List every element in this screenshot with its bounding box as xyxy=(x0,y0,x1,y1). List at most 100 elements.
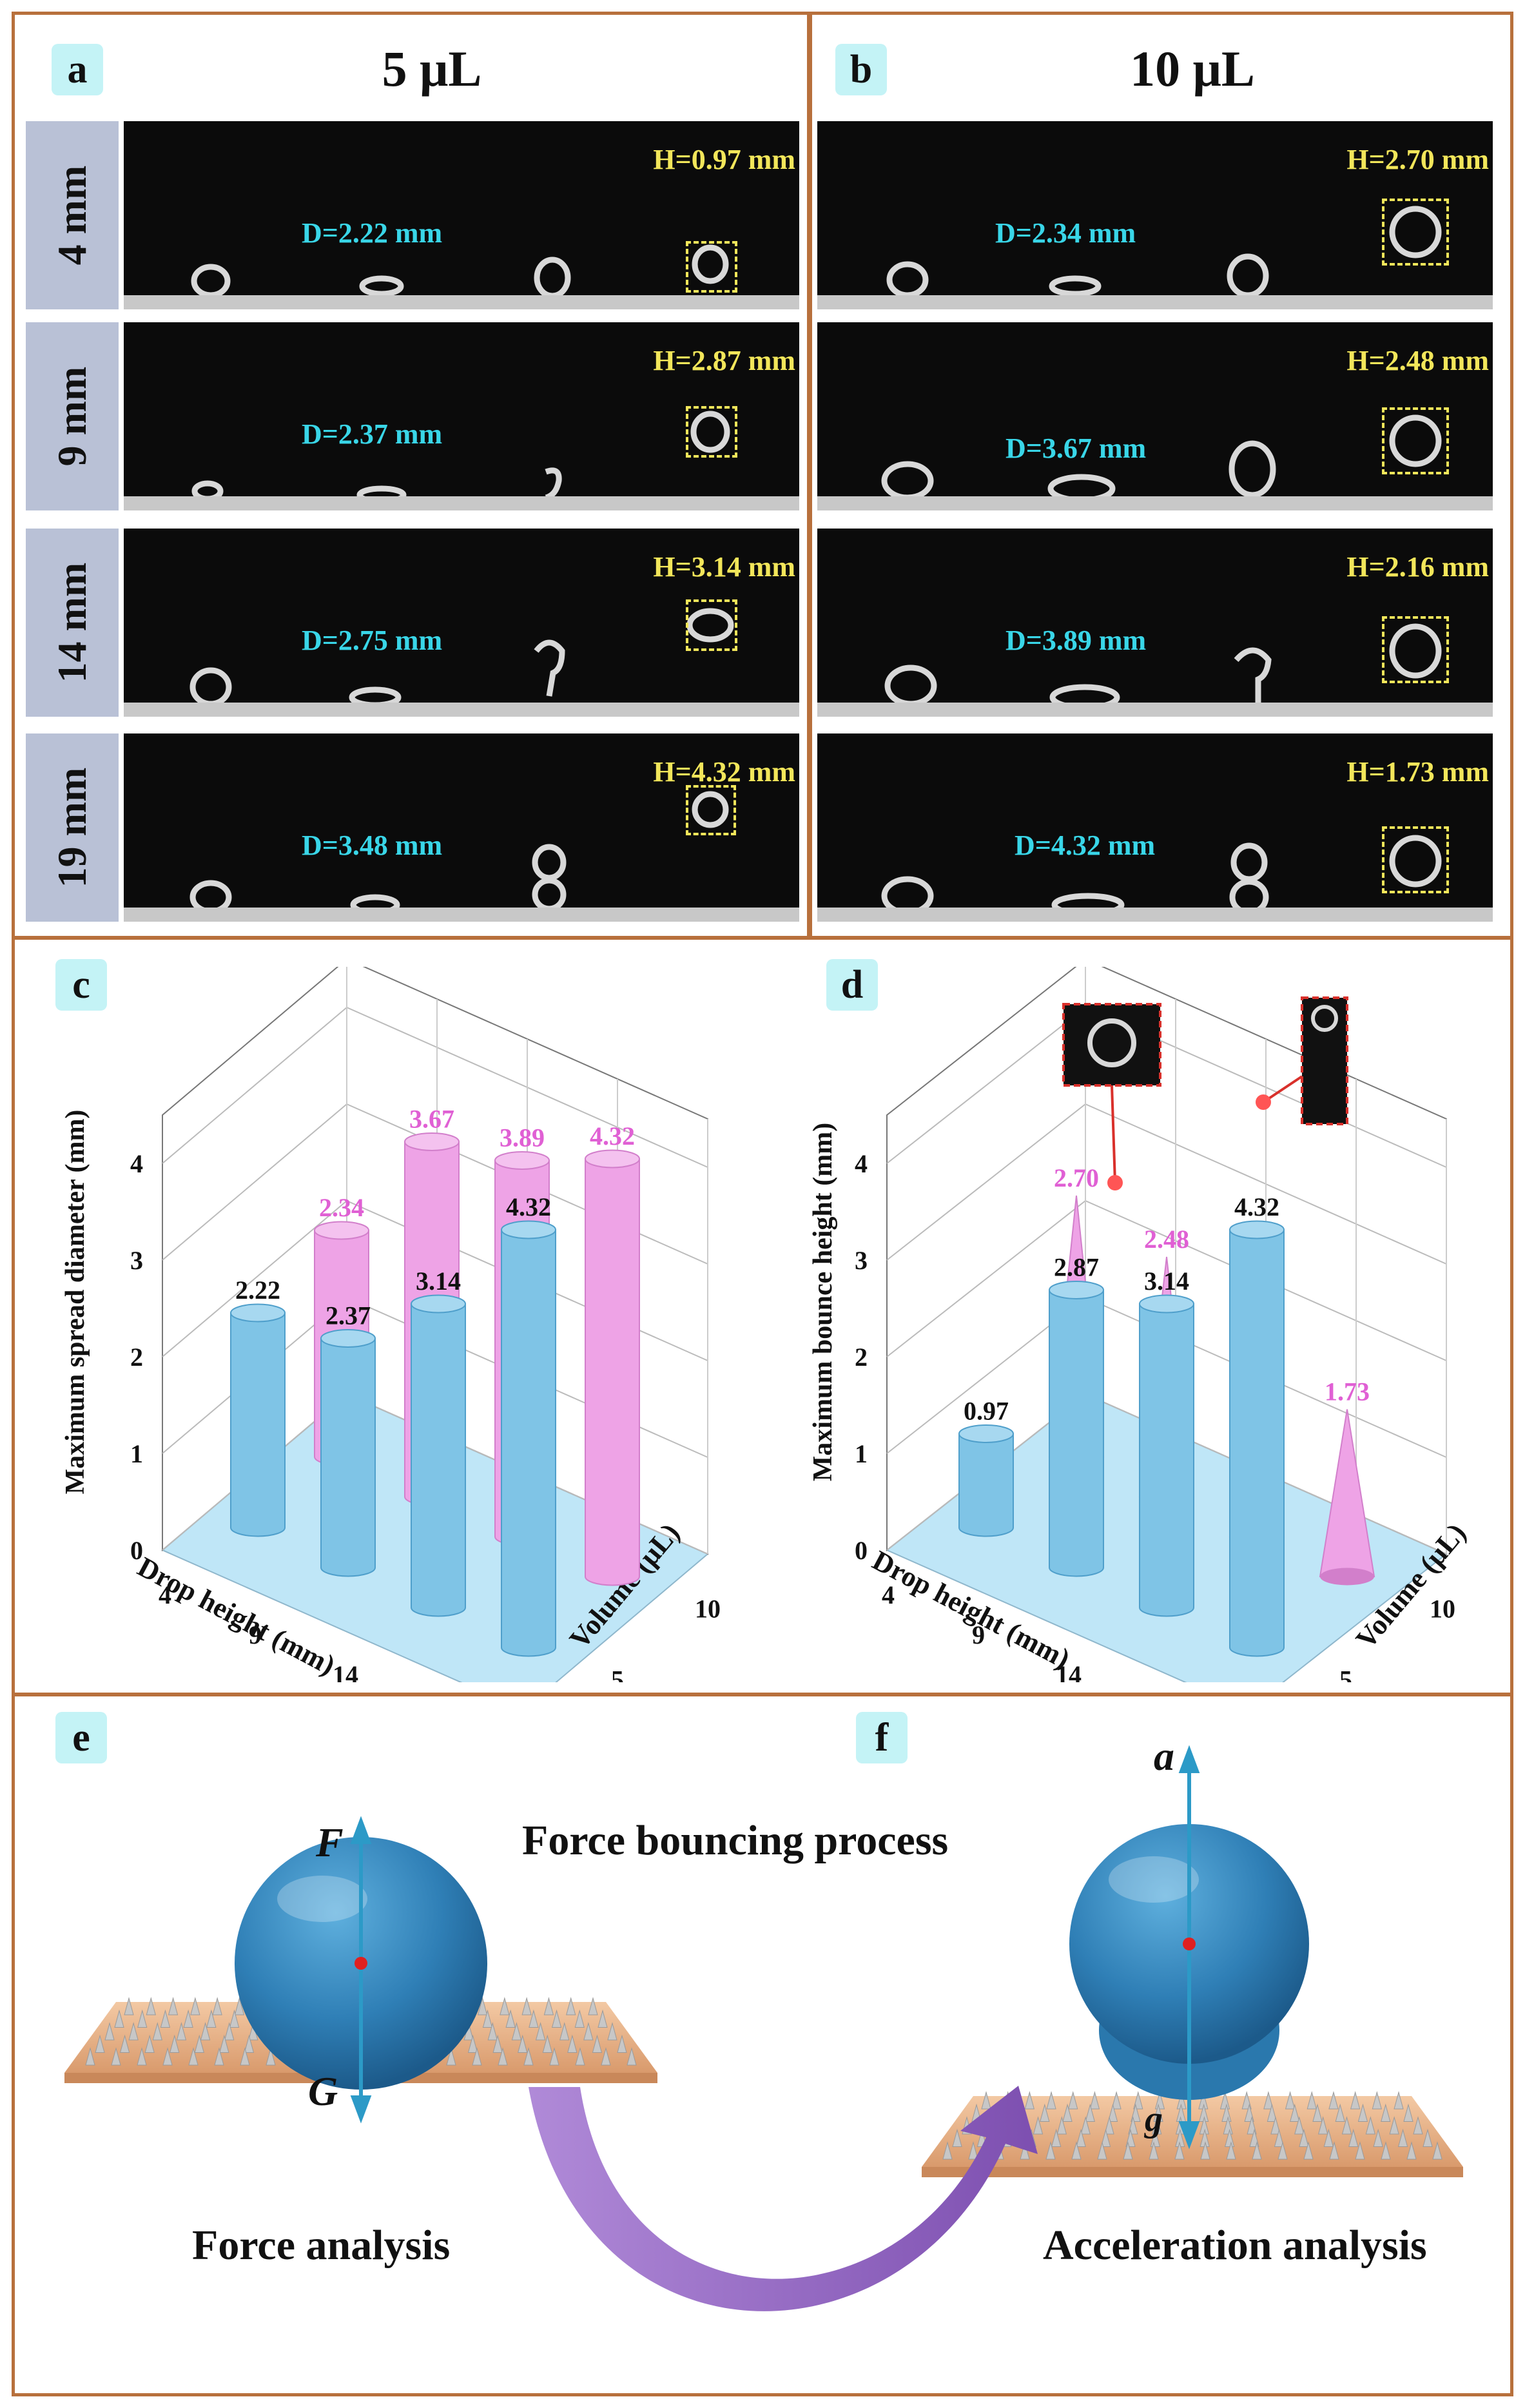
image-strip-b-14mm: D=3.89 mm H=2.16 mm xyxy=(817,529,1493,717)
surface xyxy=(817,703,1493,717)
spike xyxy=(1221,2103,1232,2122)
x-tick-label: 9 xyxy=(249,1620,262,1649)
spike xyxy=(234,1997,245,2015)
spike xyxy=(1306,2091,1317,2110)
height-label: H=2.87 mm xyxy=(653,345,795,376)
panel-label-b: b xyxy=(835,44,887,95)
diameter-label: D=2.34 mm xyxy=(995,217,1136,249)
z-tick-label: 5 xyxy=(611,1665,624,1682)
spike xyxy=(183,2009,193,2028)
height-label: H=4.32 mm xyxy=(653,756,795,788)
panel-label-e: e xyxy=(55,1712,107,1763)
x-tick-label: 4 xyxy=(159,1580,171,1609)
y-axis-title: Maximum bounce height (mm) xyxy=(808,1123,838,1481)
spike xyxy=(549,2047,559,2066)
cylinder-top xyxy=(1139,1294,1194,1314)
diameter-label: D=3.67 mm xyxy=(1005,432,1147,464)
spike xyxy=(1274,2128,1285,2147)
chart-bounce-height: 01234491419510Maximum bounce height (mm)… xyxy=(808,967,1472,1682)
spike xyxy=(1045,2141,1056,2160)
z-tick-label: 10 xyxy=(695,1594,721,1623)
spike xyxy=(559,2022,570,2041)
x-tick-label: 4 xyxy=(882,1580,895,1609)
spike xyxy=(1329,2141,1339,2160)
cylinder-top xyxy=(1229,1220,1285,1239)
y-tick-label: 3 xyxy=(855,1246,868,1275)
process-arrow xyxy=(529,2086,1038,2311)
data-label: 0.97 xyxy=(964,1397,1009,1426)
spike xyxy=(1355,2141,1365,2160)
spike xyxy=(1252,2141,1262,2160)
spike xyxy=(942,2141,953,2160)
spike xyxy=(500,1997,510,2015)
cylinder-bar xyxy=(958,1433,1014,1537)
inset-marker xyxy=(1107,1175,1123,1190)
spike xyxy=(592,2034,603,2053)
surface xyxy=(817,908,1493,922)
spike xyxy=(111,2047,121,2066)
center-of-mass xyxy=(355,1957,367,1970)
spike xyxy=(1373,2128,1383,2147)
label-a: a xyxy=(1154,1733,1174,1779)
spike xyxy=(224,2022,235,2041)
spike xyxy=(1100,2128,1111,2147)
spike xyxy=(1303,2141,1314,2160)
spike xyxy=(1020,2141,1030,2160)
y-tick-label: 4 xyxy=(855,1149,868,1178)
spike xyxy=(229,2009,240,2028)
z-tick-label: 5 xyxy=(1339,1665,1352,1682)
spike xyxy=(1153,2103,1163,2122)
cylinder-bar xyxy=(1229,1229,1285,1657)
spike xyxy=(137,2047,147,2066)
spike xyxy=(160,2009,171,2028)
diameter-label: D=2.75 mm xyxy=(302,625,443,656)
spike xyxy=(128,2022,139,2041)
bounce-box xyxy=(1382,616,1449,683)
chart-spread-diameter: 01234491419510Maximum spread diameter (m… xyxy=(61,967,721,1682)
spike xyxy=(1335,2103,1345,2122)
y-axis-title: Maximum spread diameter (mm) xyxy=(61,1110,90,1495)
spike xyxy=(170,2034,180,2053)
image-strip-b-19mm: D=4.32 mm H=1.73 mm xyxy=(817,733,1493,922)
row-label-text: 19 mm xyxy=(49,767,95,888)
y-tick-label: 0 xyxy=(130,1536,143,1565)
spike xyxy=(152,2022,162,2041)
spike xyxy=(588,1997,598,2015)
spike xyxy=(1348,2128,1359,2147)
spike xyxy=(617,2034,627,2053)
spike xyxy=(1263,2091,1274,2110)
cylinder-bar xyxy=(501,1229,556,1657)
spike xyxy=(1174,2141,1185,2160)
cylinder-bar xyxy=(1049,1289,1104,1577)
data-label: 2.34 xyxy=(319,1193,364,1222)
row-label-text: 14 mm xyxy=(49,562,95,683)
spike xyxy=(487,2022,498,2041)
spike xyxy=(446,2047,456,2066)
spike xyxy=(176,2022,187,2041)
y-tick-label: 2 xyxy=(130,1343,143,1372)
y-tick-label: 4 xyxy=(130,1149,143,1178)
spike xyxy=(529,2009,539,2028)
inset-images xyxy=(1062,996,1348,1190)
spike xyxy=(472,2047,482,2066)
image-strip-a-14mm: D=2.75 mm H=3.14 mm xyxy=(124,529,799,717)
spike xyxy=(1123,2141,1133,2160)
row-label-text: 9 mm xyxy=(49,366,95,467)
cylinder-bar xyxy=(411,1303,466,1617)
cylinder-top xyxy=(585,1149,640,1169)
spike xyxy=(1224,2128,1235,2147)
cylinder-top xyxy=(320,1329,376,1348)
cylinder-bar xyxy=(585,1158,640,1586)
spike xyxy=(542,2034,552,2053)
spike xyxy=(1068,2091,1078,2110)
spike xyxy=(523,2047,534,2066)
z-tick-label: 10 xyxy=(1430,1594,1455,1623)
inset-droplet xyxy=(1311,1005,1338,1032)
caption-acceleration-analysis: Acceleration analysis xyxy=(1043,2222,1427,2269)
spike xyxy=(1381,2141,1391,2160)
diameter-label: D=2.37 mm xyxy=(302,418,443,450)
bounce-box xyxy=(686,785,736,835)
data-label: 2.37 xyxy=(325,1301,371,1330)
spike xyxy=(212,1997,222,2015)
spike xyxy=(1200,2141,1210,2160)
